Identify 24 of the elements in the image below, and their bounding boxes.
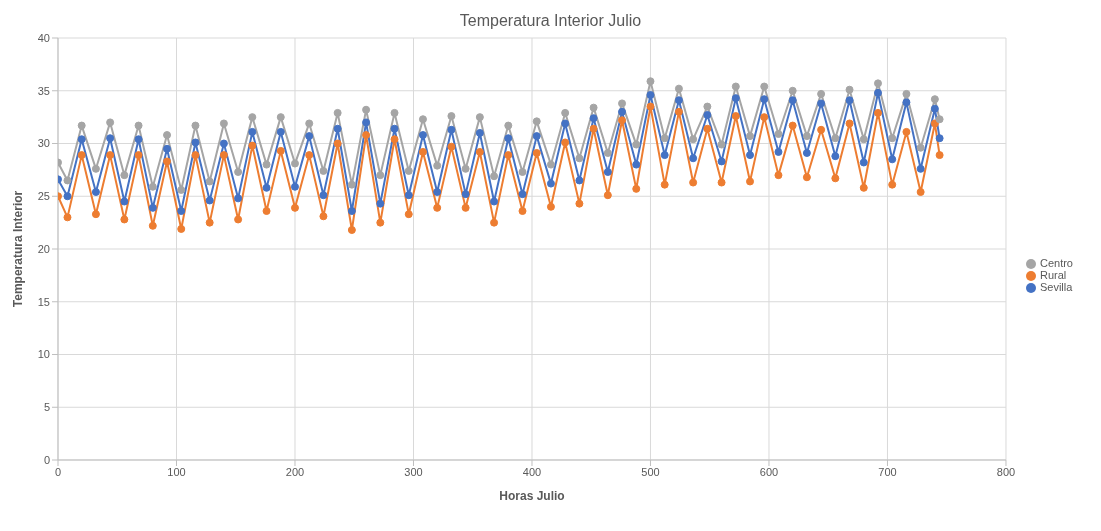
legend-label: Rural <box>1039 268 1067 281</box>
y-tick-label: 20 <box>37 242 50 255</box>
y-tick-label: 5 <box>43 401 50 414</box>
chart-title: Temperatura Interior Julio <box>458 11 643 30</box>
x-tick-label: 700 <box>878 465 897 478</box>
x-tick-label: 400 <box>522 465 542 478</box>
legend-label: Centro <box>1039 256 1073 269</box>
y-tick-label: 10 <box>37 348 50 361</box>
y-axis-title: Temperatura Interior <box>11 190 26 308</box>
x-tick-label: 600 <box>759 465 779 478</box>
y-tick-label: 35 <box>37 84 50 97</box>
x-tick-label: 300 <box>404 465 423 478</box>
y-tick-label: 15 <box>37 295 50 308</box>
x-tick-label: 800 <box>996 465 1016 478</box>
y-tick-label: 0 <box>43 453 50 466</box>
x-tick-label: 100 <box>167 465 186 478</box>
y-tick-label: 25 <box>37 190 50 203</box>
legend-label: Sevilla <box>1039 281 1073 294</box>
y-tick-label: 40 <box>37 31 50 44</box>
y-tick-label: 30 <box>37 137 50 150</box>
x-tick-label: 500 <box>641 465 660 478</box>
x-tick-label: 0 <box>54 465 62 478</box>
x-axis-title: Horas Julio <box>499 489 565 503</box>
x-tick-label: 200 <box>285 465 305 478</box>
